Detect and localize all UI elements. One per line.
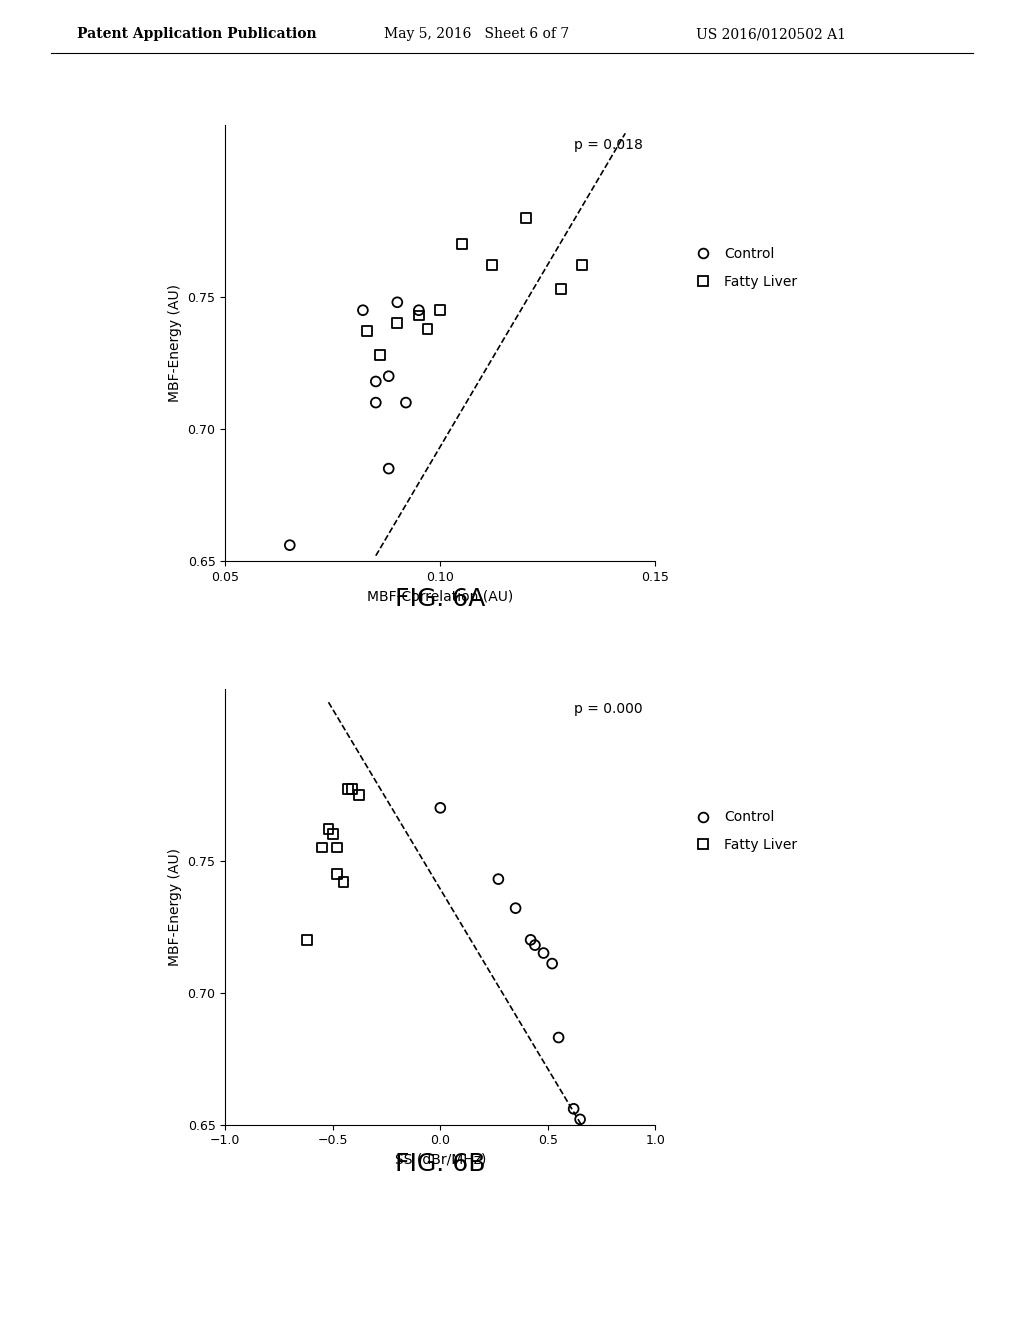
Point xyxy=(411,305,427,326)
Point xyxy=(325,824,341,845)
Point xyxy=(344,779,360,800)
Point xyxy=(553,279,569,300)
Point xyxy=(359,321,376,342)
Legend: Control, Fatty Liver: Control, Fatty Liver xyxy=(684,242,803,294)
Point xyxy=(483,255,500,276)
Point xyxy=(490,869,507,890)
Point xyxy=(397,392,414,413)
Point xyxy=(411,300,427,321)
Point xyxy=(381,458,397,479)
Point xyxy=(574,255,591,276)
Point xyxy=(329,863,345,884)
Point xyxy=(544,953,560,974)
Text: Patent Application Publication: Patent Application Publication xyxy=(77,28,316,41)
Point xyxy=(389,313,406,334)
Point xyxy=(432,797,449,818)
Text: FIG. 6A: FIG. 6A xyxy=(395,587,485,611)
Point xyxy=(454,234,470,255)
Point xyxy=(526,935,543,956)
Point xyxy=(336,871,352,892)
Text: p = 0.000: p = 0.000 xyxy=(573,702,642,717)
Point xyxy=(419,318,435,339)
Point xyxy=(536,942,552,964)
Point xyxy=(329,837,345,858)
X-axis label: SS (dBr/MHz): SS (dBr/MHz) xyxy=(394,1152,486,1167)
Legend: Control, Fatty Liver: Control, Fatty Liver xyxy=(684,805,803,858)
Point xyxy=(354,300,371,321)
Point xyxy=(368,392,384,413)
Point xyxy=(551,1027,567,1048)
Point xyxy=(508,898,524,919)
Point xyxy=(282,535,298,556)
Point xyxy=(518,207,535,228)
Y-axis label: MBF-Energy (AU): MBF-Energy (AU) xyxy=(168,284,182,403)
Point xyxy=(368,371,384,392)
Text: US 2016/0120502 A1: US 2016/0120502 A1 xyxy=(696,28,846,41)
Point xyxy=(372,345,388,366)
Point xyxy=(299,929,315,950)
Point xyxy=(571,1109,588,1130)
X-axis label: MBF-Correlation (AU): MBF-Correlation (AU) xyxy=(368,589,513,603)
Point xyxy=(340,779,356,800)
Text: May 5, 2016   Sheet 6 of 7: May 5, 2016 Sheet 6 of 7 xyxy=(384,28,569,41)
Point xyxy=(381,366,397,387)
Point xyxy=(522,929,539,950)
Y-axis label: MBF-Energy (AU): MBF-Energy (AU) xyxy=(168,847,182,966)
Point xyxy=(565,1098,582,1119)
Text: FIG. 6B: FIG. 6B xyxy=(395,1152,485,1176)
Point xyxy=(432,300,449,321)
Point xyxy=(321,818,337,840)
Point xyxy=(350,784,367,805)
Point xyxy=(389,292,406,313)
Text: p = 0.018: p = 0.018 xyxy=(573,139,642,153)
Point xyxy=(313,837,330,858)
